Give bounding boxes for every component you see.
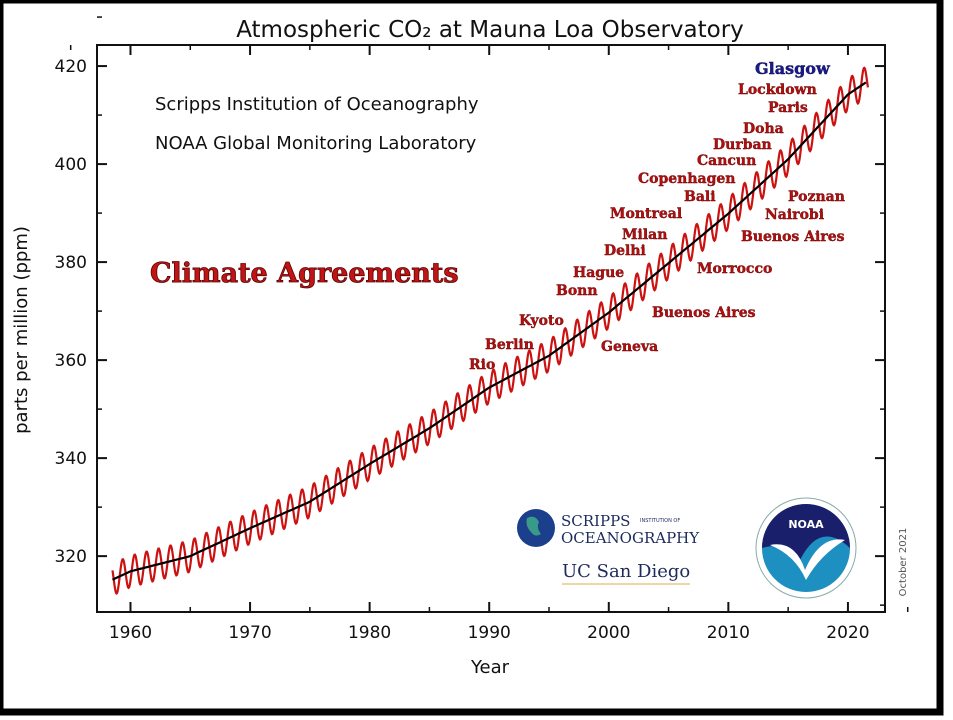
scripps-logo: SCRIPPS INSTITUTION OF OCEANOGRAPHY UC S… xyxy=(517,509,700,585)
x-tick-label: 2020 xyxy=(826,623,869,643)
chart-title: Atmospheric CO₂ at Mauna Loa Observatory xyxy=(236,17,744,43)
annotation-label: Nairobi xyxy=(765,207,824,223)
noaa-text: NOAA xyxy=(788,518,824,531)
annotation-title: Climate Agreements xyxy=(150,258,459,289)
subtitle-noaa: NOAA Global Monitoring Laboratory xyxy=(155,133,477,154)
y-tick-label: 400 xyxy=(55,155,87,175)
x-tick-label: 2010 xyxy=(707,623,750,643)
annotation-label: Paris xyxy=(768,100,808,116)
x-tick-label: 1990 xyxy=(468,623,511,643)
ucsd-text: UC San Diego xyxy=(562,561,690,582)
annotation-label: Lockdown xyxy=(738,82,817,98)
x-axis-label: Year xyxy=(470,657,510,678)
annotation-label: Montreal xyxy=(610,206,682,222)
annotation-label: Buenos Aires xyxy=(652,305,756,321)
annotation-label: Poznan xyxy=(788,189,845,205)
noaa-logo: NOAA xyxy=(755,497,857,599)
scripps-subtext: INSTITUTION OF xyxy=(640,518,680,524)
monthly-co2-line xyxy=(111,66,869,595)
annotation-label: Doha xyxy=(743,121,784,137)
x-tick-label: 2000 xyxy=(587,623,630,643)
x-tick-label: 1970 xyxy=(228,623,271,643)
y-tick-label: 360 xyxy=(55,351,87,371)
y-tick-label: 320 xyxy=(55,547,87,567)
annotation-label: Kyoto xyxy=(519,313,564,329)
annotation-label: Milan xyxy=(622,227,667,243)
date-stamp: October 2021 xyxy=(898,528,909,597)
annotation-label: Rio xyxy=(469,357,495,373)
annotation-label: Geneva xyxy=(601,339,658,355)
y-axis-label: parts per million (ppm) xyxy=(11,226,32,434)
y-tick-label: 420 xyxy=(55,57,87,77)
x-tick-label: 1980 xyxy=(348,623,391,643)
annotation-label: Glasgow xyxy=(755,59,831,78)
subtitle-scripps: Scripps Institution of Oceanography xyxy=(155,94,479,115)
oceanography-text: OCEANOGRAPHY xyxy=(561,529,700,547)
plot-area xyxy=(96,44,886,613)
x-tick-label: 1960 xyxy=(109,623,152,643)
annotation-label: Durban xyxy=(713,137,772,153)
annotation-label: Berlin xyxy=(485,337,534,353)
annotation-label: Buenos Aires xyxy=(741,229,845,245)
annotation-label: Hague xyxy=(573,265,624,281)
annotation-label: Cancun xyxy=(697,153,756,169)
annotation-label: Bonn xyxy=(556,283,598,299)
scripps-text: SCRIPPS xyxy=(561,512,630,530)
annotation-label: Delhi xyxy=(604,243,646,259)
annotation-label: Copenhagen xyxy=(638,171,735,187)
y-tick-label: 340 xyxy=(55,449,87,469)
annual-mean-line xyxy=(112,81,867,581)
annotation-label: Morrocco xyxy=(697,261,772,277)
annotation-label: Bali xyxy=(684,189,716,205)
y-tick-label: 380 xyxy=(55,253,87,273)
